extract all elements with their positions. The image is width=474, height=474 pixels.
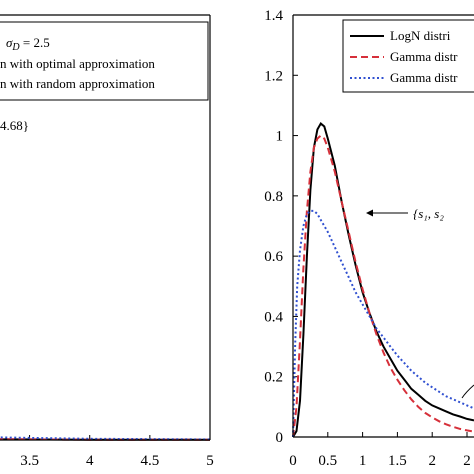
series-line-2 [292,209,474,438]
y-tick-label-5: 1 [276,129,284,145]
annotation-text: {s₁, s₂ [413,206,444,221]
y-tick-label-0: 0 [276,430,284,446]
legend-entry-0: n with optimal approximation [0,56,155,71]
callout-mark [461,384,474,399]
curves [292,121,474,438]
legend-entry-1: n with random approximation [0,76,155,91]
annotation-arrowhead [366,209,373,217]
x-tick-label-2: 1 [359,453,367,469]
x-tick-label-5: 2 [463,453,471,469]
curves [0,436,211,441]
legend-entry-0: LogN distri [390,28,451,43]
series-line-0 [292,121,474,438]
legend-box [0,21,209,101]
y-tick-label-1: 0.2 [264,370,283,386]
x-tick-label-3: 4 [86,453,94,469]
y-tick-label-2: 0.4 [264,309,283,325]
series-line-1 [292,134,474,438]
annotation-text: 4.68} [0,118,29,133]
x-tick-label-1: 0.5 [318,453,337,469]
y-tick-label-3: 0.6 [264,249,283,265]
x-tick-label-5: 5 [206,453,214,469]
y-tick-label-7: 1.4 [264,8,283,24]
x-tick-label-0: 0 [289,453,297,469]
legend-header: σD = 2.5 [6,35,50,53]
x-tick-label-4: 2 [428,453,436,469]
legend-entry-1: Gamma distr [390,49,458,64]
y-tick-label-6: 1.2 [264,68,283,84]
x-tick-label-3: 1.5 [388,453,407,469]
legend-entry-2: Gamma distr [390,70,458,85]
right-chart: 0 0.2 0.4 0.6 0.8 1 1.2 1.4 0 0.5 1 1.5 2 2 LogN distr… [264,8,474,469]
x-tick-label-4: 4.5 [140,453,159,469]
x-tick-label-2: 3.5 [20,453,39,469]
y-tick-label-4: 0.8 [264,189,283,205]
